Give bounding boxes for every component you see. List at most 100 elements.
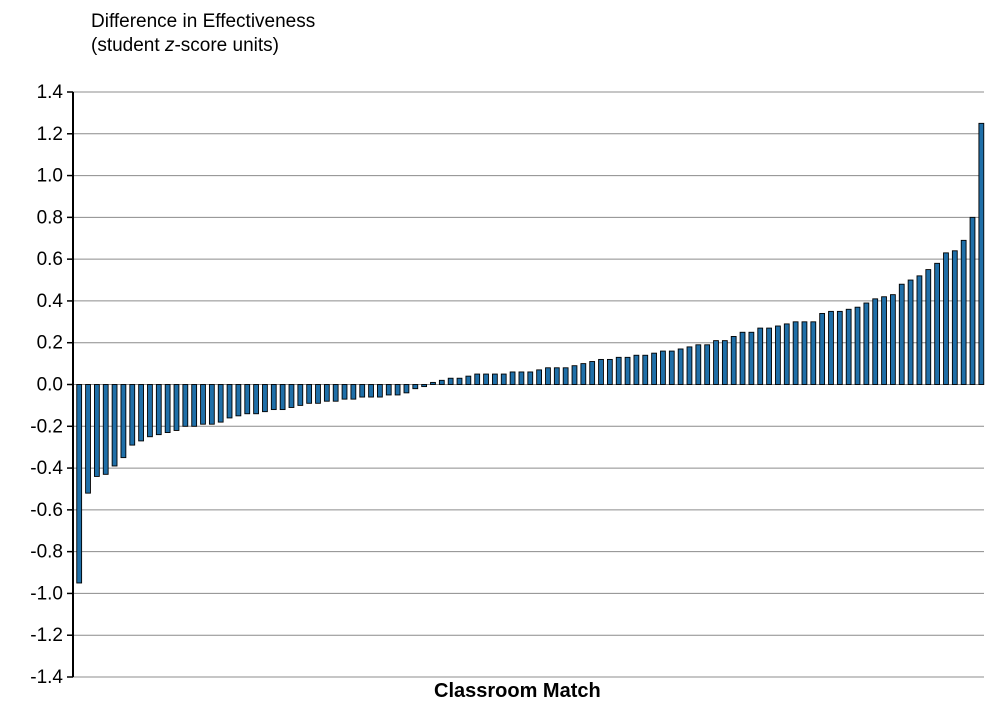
bar [571,365,578,385]
bar [111,384,118,467]
bar [377,384,383,398]
y-tick-label: -0.6 [30,500,63,521]
bar [85,384,91,494]
bar [465,375,472,385]
bar [76,384,83,584]
bar [270,384,277,411]
y-tick-label: -1.2 [30,625,63,646]
y-axis-title: Difference in Effectiveness (student z-s… [91,10,315,58]
bar [430,381,436,385]
bar [474,373,481,385]
bars [76,122,985,584]
bar [615,356,622,385]
bar [624,356,631,385]
y-tick-label: 1.4 [37,82,64,103]
y-axis-title-z: z [164,35,175,56]
bar [102,384,109,475]
bar [500,373,507,385]
bar [916,275,923,385]
bar [208,384,215,425]
bar [155,384,162,436]
bar [120,384,127,459]
bar [925,269,932,385]
bar [686,346,693,385]
y-axis-title-line2-pre: (student [91,35,165,56]
bar [651,352,657,385]
bar [668,350,675,385]
bar [739,331,746,385]
bar [403,384,410,394]
bar [438,379,445,385]
bar [695,344,702,385]
bar [907,279,914,385]
bar [845,308,852,385]
bar [589,361,596,385]
bar [518,371,525,385]
bar [828,310,834,385]
bar [836,310,843,385]
bar [359,384,366,398]
bar [288,384,295,408]
y-tick-label: -0.8 [30,542,63,563]
bar [191,384,198,427]
x-axis-title: Classroom Match [434,680,601,702]
bar [93,384,100,477]
bar [713,340,719,385]
bar [801,321,808,385]
y-tick-label: 0.2 [37,333,63,354]
bar [934,262,941,385]
y-tick-label: 1.0 [37,166,63,187]
y-axis: 1.4 1.2 1.0 0.8 0.6 0.4 0.2 0.0 -0.2 -0.4 -0.6 -0.8… [30,82,74,688]
y-axis-title-line2-post: -score units) [174,35,279,56]
bar [323,384,330,402]
bar [660,350,666,385]
bar [598,358,604,385]
bar [483,373,489,385]
bar [810,321,817,385]
bar [606,358,613,385]
bar [306,384,313,404]
bar [748,331,755,385]
bar [978,122,985,385]
bar [350,384,357,400]
bar [394,384,401,396]
bar [775,325,781,385]
bar [757,327,764,385]
bar [217,384,224,423]
bar [898,283,905,385]
y-axis-title-line2: (student z-score units) [91,34,315,58]
bar [642,354,649,385]
bar [527,371,534,385]
bar [492,373,498,385]
y-tick-label: 1.2 [37,124,63,145]
bar [138,384,144,442]
bar [960,239,967,385]
bar [536,369,542,385]
y-tick-label: -0.2 [30,416,63,437]
y-tick-label: 0.4 [37,291,64,312]
bar [421,384,428,388]
y-tick-label: 0.0 [37,375,63,396]
bar [721,340,728,385]
bar [545,367,551,385]
bar [173,384,180,431]
y-tick-label: 0.8 [37,207,63,228]
bar [253,384,259,415]
bar [368,384,374,398]
bar [890,294,896,385]
bar [447,377,454,385]
y-tick-label: 0.6 [37,249,63,270]
bar [509,371,516,385]
bar [226,384,233,419]
bar [553,367,560,385]
bar [315,384,321,404]
bar [730,336,737,385]
bar [332,384,339,402]
y-tick-label: -1.0 [30,583,63,604]
bar [881,296,887,385]
bar [235,384,242,417]
bar [164,384,171,433]
bar [580,363,587,385]
bar [562,367,569,385]
